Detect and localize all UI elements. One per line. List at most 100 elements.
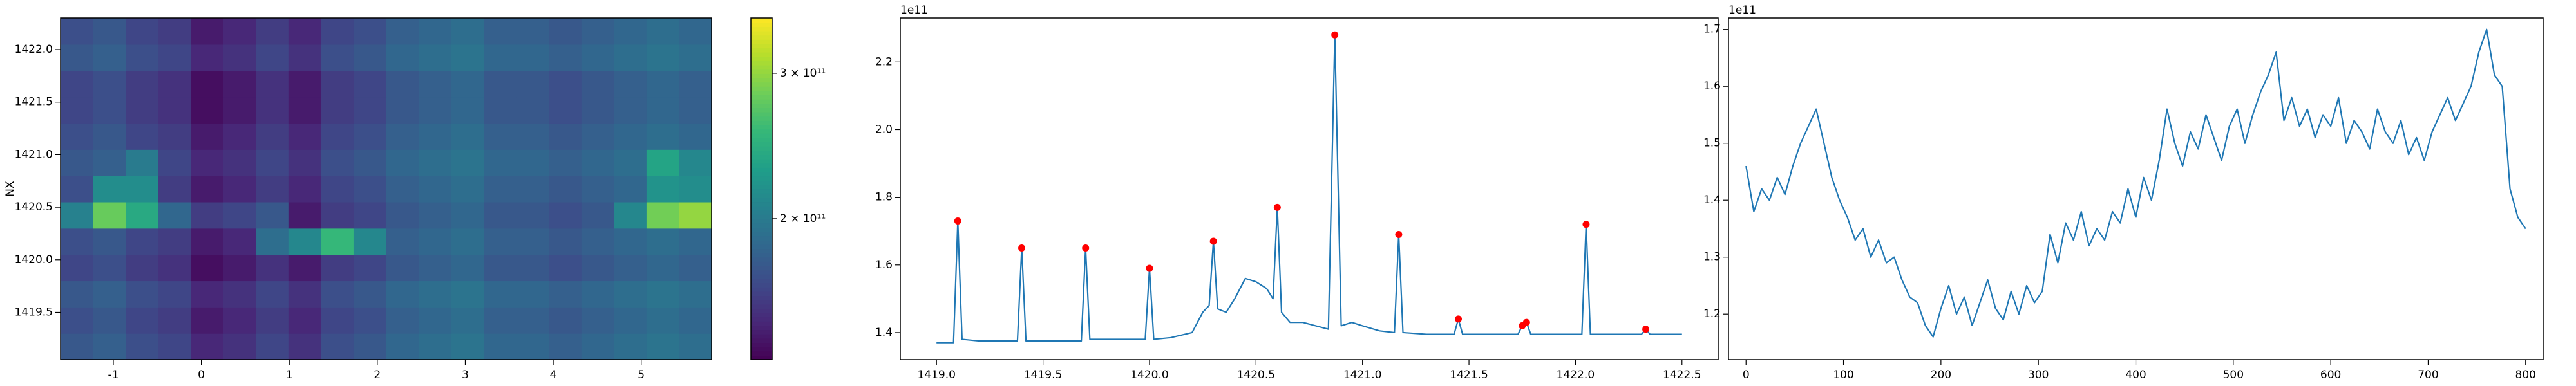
heatmap-cell [353,201,387,229]
heatmap-cell [419,96,452,124]
colorbar-step [751,227,772,232]
heatmap-cell [419,70,452,98]
heatmap-cell [581,307,614,334]
colorbar-frame [750,17,773,360]
heatmap-cell [353,307,387,334]
heatmap-cell [451,18,484,45]
peak-marker [1455,315,1463,323]
heatmap-cell [484,96,517,124]
heatmap-cell [223,18,256,45]
heatmap-cell [61,70,94,98]
heatmap-cell [223,254,256,282]
heatmap-cell [646,307,680,334]
heatmap-cell [61,123,94,150]
heatmap-cell [158,123,191,150]
colorbar-step [751,107,772,113]
colorbar-step [751,146,772,151]
x-tick-label: 2 [374,369,381,381]
heatmap-cell [614,96,647,124]
axes-frame [1728,17,2544,360]
colorbar-step [751,355,772,360]
colorbar-step [751,154,772,160]
heatmap-cell [451,176,484,203]
colorbar-step [751,253,772,258]
colorbar-step [751,150,772,155]
heatmap-cell [484,149,517,176]
heatmap-cell [191,96,224,124]
heatmap-cell [353,228,387,255]
x-tick-label: 4 [550,369,557,381]
peak-marker [1273,203,1281,211]
heatmap-cell [61,307,94,334]
heatmap-cell [126,280,159,308]
heatmap-cell [614,307,647,334]
colorbar-step [751,248,772,253]
x-tick-label: 1419.0 [917,369,955,381]
heatmap-cell [158,228,191,255]
heatmap-cell [484,307,517,334]
colorbar-step [751,60,772,66]
heatmap-cell [353,280,387,308]
y-tick-label: 1.6 [1703,80,1721,93]
heatmap-cell [126,70,159,98]
y-tick-label: 1421.0 [15,148,53,161]
colorbar-step [751,52,772,57]
colorbar-step [751,103,772,108]
colorbar-tick-label: 2 × 10¹¹ [780,212,826,225]
heatmap-cell [353,149,387,176]
data-line [936,34,1682,344]
x-tick-label: 1420.5 [1237,369,1275,381]
heatmap-cell [191,201,224,229]
heatmap-cell [484,70,517,98]
heatmap-cell [158,149,191,176]
y-tick-label: 1.7 [1703,23,1721,36]
heatmap-cell [288,149,321,176]
heatmap-cell [484,44,517,71]
heatmap-cell [679,280,712,308]
heatmap-cell [158,96,191,124]
heatmap-cell [516,280,549,308]
heatmap-cell [158,70,191,98]
heatmap-cell [93,18,126,45]
heatmap-cell [516,44,549,71]
x-tick-label: 0 [198,369,205,381]
heatmap-cell [321,201,354,229]
heatmap-cell [126,228,159,255]
heatmap-cell [549,176,582,203]
colorbar-step [751,99,772,104]
heatmap-cell [614,149,647,176]
colorbar-step [751,43,772,49]
colorbar-step [751,347,772,352]
x-tick-label: 700 [2418,369,2438,381]
heatmap-cell [451,201,484,229]
colorbar-step [751,197,772,203]
heatmap-cell [93,254,126,282]
heatmap-cell [321,70,354,98]
heatmap-cell [419,44,452,71]
heatmap-cell [581,176,614,203]
heatmap-cell [191,254,224,282]
heatmap-cell [223,70,256,98]
heatmap-cell [321,280,354,308]
heatmap-cell [191,280,224,308]
y-tick-label: 1.2 [1703,308,1721,320]
heatmap-cell [191,333,224,360]
heatmap-cell [581,254,614,282]
heatmap-cell [451,280,484,308]
heatmap-cell [93,44,126,71]
colorbar-step [751,351,772,356]
heatmap-cell [516,254,549,282]
x-tick-label: 400 [2125,369,2146,381]
heatmap-cell [679,123,712,150]
heatmap-cell [321,254,354,282]
heatmap-cell [614,280,647,308]
heatmap-cell [353,176,387,203]
heatmap-cell [614,44,647,71]
heatmap-cell [61,280,94,308]
x-tick-label: 800 [2515,369,2536,381]
colorbar-step [751,73,772,78]
colorbar-step [751,295,772,300]
heatmap-cell [614,228,647,255]
heatmap-cell [516,307,549,334]
heatmap-cell [126,18,159,45]
